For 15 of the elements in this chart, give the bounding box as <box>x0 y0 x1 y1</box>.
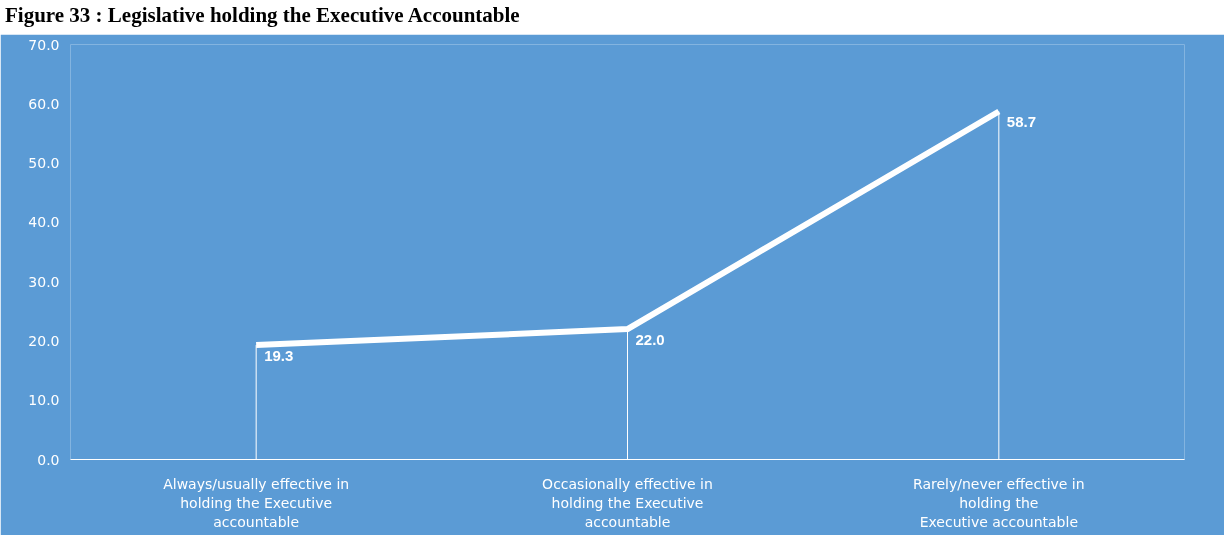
text: 22.0 <box>635 331 665 349</box>
y-tick-label: 70.0 <box>28 36 60 53</box>
x-tick-label: Rarely/never effective in holding the Executive accountable <box>913 475 1085 530</box>
x-tick-label: Occasionally effective in holding the Executive accountable <box>542 475 713 530</box>
y-tick-label: 30.0 <box>28 273 60 290</box>
y-tick-label: 10.0 <box>28 392 60 409</box>
y-tick-label: 0.0 <box>37 451 60 468</box>
text: 58.7 <box>1006 113 1037 131</box>
chart-title: Figure 33 : Legislative holding the Executive Accountable <box>5 4 520 27</box>
y-tick-label: 50.0 <box>28 155 60 172</box>
y-tick-label: 20.0 <box>28 332 60 349</box>
y-tick-label: 40.0 <box>28 214 60 231</box>
y-tick-label: 60.0 <box>28 95 60 112</box>
text: 19.3 <box>264 347 294 365</box>
x-tick-label: Always/usually effective in holding the Executive accountable <box>163 475 350 530</box>
